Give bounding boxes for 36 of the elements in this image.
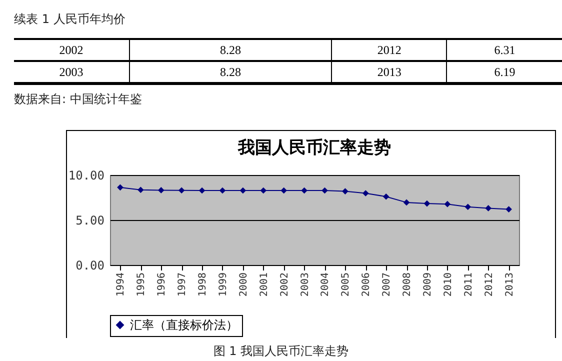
text: 6.19: [446, 61, 562, 84]
text: 2002: [58, 42, 84, 58]
x-tick-label: 2013: [504, 272, 516, 297]
x-tick-label: 2006: [361, 272, 372, 297]
x-tick-label: 2012: [484, 272, 495, 297]
text: 6.31: [446, 39, 562, 61]
x-tick-label: 1998: [198, 272, 209, 297]
x-tick-label: 1997: [177, 272, 188, 297]
text: 数据来自: 中国统计年鉴: [14, 91, 142, 108]
x-tick-label: 2003: [300, 272, 311, 297]
x-tick-label: 2005: [340, 272, 352, 297]
x-tick-label: 2010: [442, 272, 454, 297]
y-tick-label: 5.00: [76, 214, 104, 228]
x-tick-label: 2000: [238, 272, 250, 297]
text: 2013: [332, 61, 447, 84]
text: 8.28: [129, 61, 332, 84]
legend-label: 汇率（直接标价法）: [130, 318, 238, 332]
caption: 图 1 我国人民币汇率走势: [212, 343, 350, 360]
text: 2003: [58, 64, 84, 80]
x-tick-label: 2004: [320, 272, 332, 297]
x-tick-label: 2007: [382, 272, 393, 297]
x-tick-label: 2001: [258, 272, 270, 297]
y-tick-label: 0.00: [76, 258, 104, 272]
x-tick-label: 1995: [136, 272, 148, 297]
x-tick-label: 1996: [156, 272, 168, 297]
text: 2012: [332, 39, 447, 61]
y-tick-label: 10.00: [68, 168, 104, 182]
chart-title: 我国人民币汇率走势: [237, 138, 391, 158]
x-tick-label: 2002: [279, 272, 290, 297]
x-tick-label: 2011: [463, 272, 474, 297]
x-tick-label: 1994: [116, 272, 127, 297]
x-tick-label: 2009: [422, 272, 434, 297]
text: 续表 1 人民币年均价: [14, 11, 126, 28]
x-tick-label: 2008: [402, 272, 414, 297]
text: 8.28: [129, 39, 332, 61]
x-tick-label: 1999: [218, 272, 229, 297]
